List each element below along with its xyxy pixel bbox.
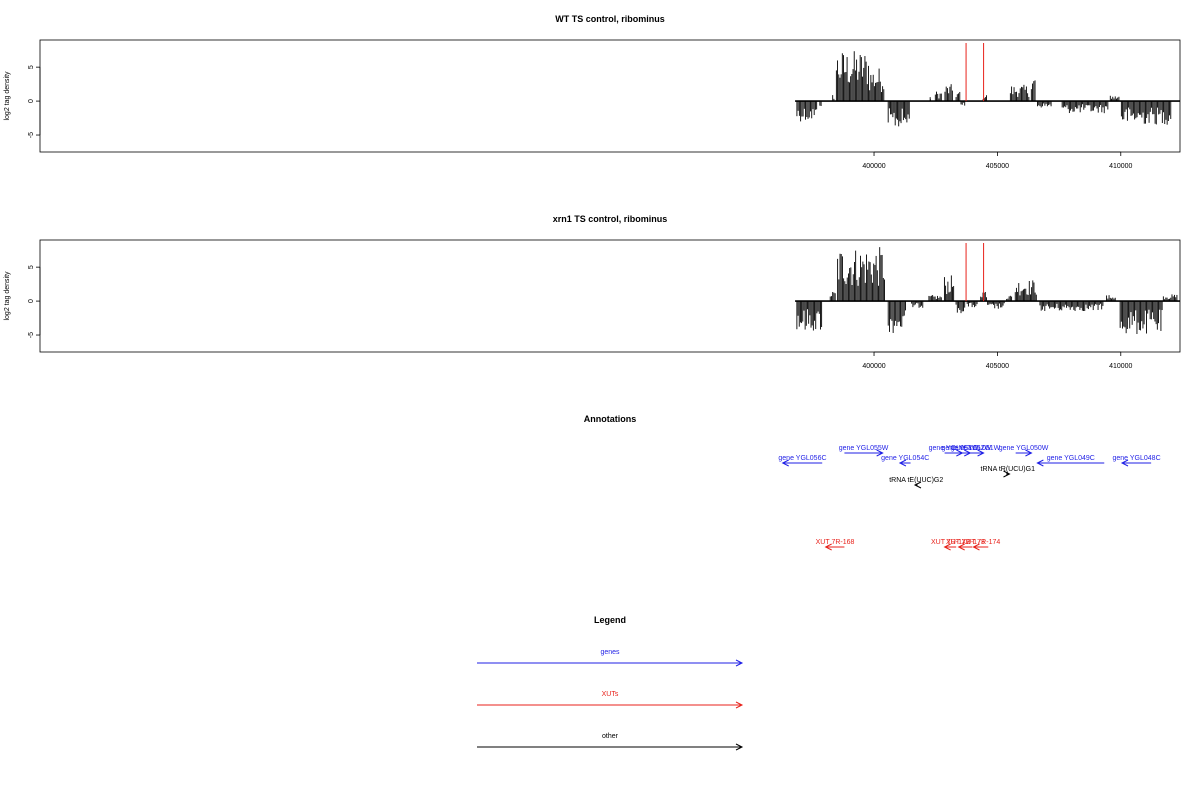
feature-arrow-head [735, 659, 744, 667]
plot-frame [39, 239, 1181, 353]
feature-arrow-head [1120, 459, 1129, 467]
wt-density-track: WT TS control, ribominus -5 0 5 log2 tag den… [4, 14, 1181, 170]
feature-label: gene YGL050W [999, 445, 1049, 452]
feature-arrow-head [977, 449, 985, 457]
x-tick-label: 405000 [986, 163, 1009, 170]
feature-arrow-head [735, 701, 744, 709]
chart-title: xrn1 TS control, ribominus [553, 214, 668, 224]
feature-label: XUT 7R-172 [931, 539, 970, 546]
feature-label: gene YGL051W [951, 445, 1001, 452]
feature-arrow-head [781, 459, 789, 467]
legend-entry-label: genes [600, 649, 620, 656]
feature-label: XUT 7R-174 [961, 539, 1000, 546]
x-tick-label: 400000 [862, 363, 885, 370]
feature-arrow-head [972, 543, 980, 551]
feature-label: gene YGL052W [941, 445, 991, 452]
feature-label: gene YGL055W [839, 445, 889, 452]
feature-label: gene YGL054C [881, 455, 929, 462]
feature-label: XUT 7R-173 [946, 539, 985, 546]
y-axis-label: log2 tag density [4, 271, 11, 321]
legend-entry-label: XUTs [602, 691, 619, 698]
y-tick-label: 0 [28, 99, 35, 103]
feature-arrow-head [735, 743, 744, 751]
feature-arrow-head [1036, 459, 1044, 467]
y-tick-label: -5 [28, 332, 35, 338]
x-tick-label: 400000 [862, 163, 885, 170]
y-tick-label: 0 [28, 299, 35, 303]
y-axis-label: log2 tag density [4, 71, 11, 121]
x-tick-label: 410000 [1109, 363, 1132, 370]
feature-arrow-head [913, 481, 922, 489]
feature-arrow-head [957, 543, 965, 551]
feature-arrow-head [876, 449, 884, 457]
chart-title: WT TS control, ribominus [555, 14, 665, 24]
x-tick-label: 410000 [1109, 163, 1132, 170]
feature-arrow-head [898, 459, 907, 467]
y-tick-label: 5 [28, 65, 35, 69]
legend-entry-label: other [602, 733, 619, 740]
annotations-title: Annotations [584, 414, 637, 424]
feature-arrow-head [1025, 449, 1033, 457]
xrn1-density-track: xrn1 TS control, ribominus -5 0 5 log2 tag d… [4, 214, 1181, 370]
feature-label: gene YGL048C [1113, 455, 1161, 462]
feature-arrow-head [943, 543, 951, 551]
feature-arrow-head [824, 543, 832, 551]
feature-label: tRNA tR(UCU)G1 [981, 466, 1036, 473]
annotations-track: Annotations gene YGL056C gene YGL055W gene … [584, 414, 1161, 551]
feature-label: XUT 7R-168 [816, 539, 855, 546]
x-tick-label: 405000 [986, 363, 1009, 370]
feature-label: gene YGL049C [1047, 455, 1095, 462]
legend-panel: Legend genes XUTs other [477, 615, 744, 751]
feature-label: gene YGL053W [929, 445, 979, 452]
y-tick-label: -5 [28, 132, 35, 138]
feature-label: tRNA tE(UUC)G2 [889, 477, 943, 484]
feature-label: gene YGL056C [778, 455, 826, 462]
legend-title: Legend [594, 615, 626, 625]
plot-frame [39, 39, 1181, 153]
feature-arrow-head [1003, 470, 1011, 478]
y-tick-label: 5 [28, 265, 35, 269]
